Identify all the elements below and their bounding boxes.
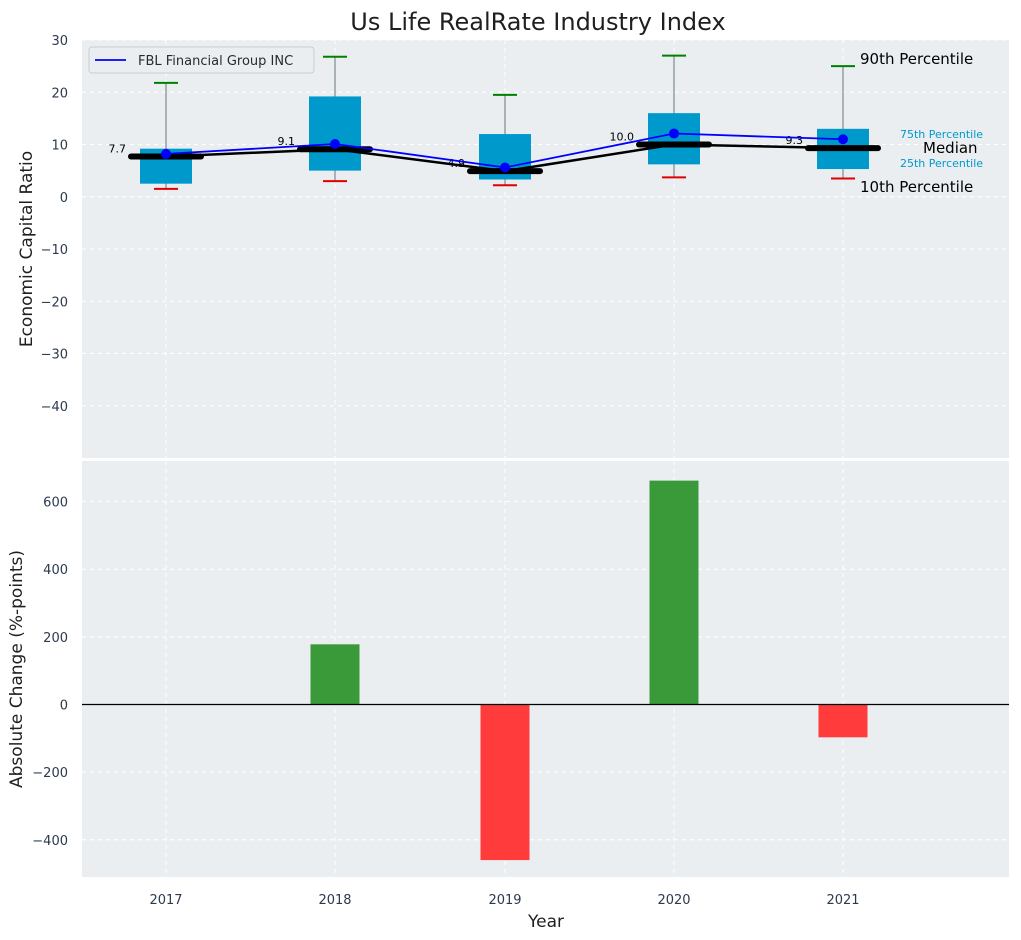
change-bar (480, 704, 530, 861)
legend-label: FBL Financial Group INC (138, 54, 293, 69)
bottom-y-tick-label: 600 (43, 496, 68, 511)
key-75th: 75th Percentile (900, 128, 983, 141)
median-value-label: 7.7 (109, 143, 127, 156)
x-tick-label: 2021 (826, 893, 859, 908)
top-y-tick-label: −20 (41, 295, 68, 310)
legend-frame (88, 46, 315, 74)
series-point (161, 148, 171, 159)
top-y-tick-label: 30 (51, 34, 68, 49)
bottom-y-ticks: 600 400 200 0 −200 −400 (32, 496, 68, 849)
series-point (838, 134, 848, 145)
x-tick-label: 2018 (318, 893, 351, 908)
median-value-label: 9.3 (786, 134, 804, 147)
top-y-tick-label: −10 (41, 243, 68, 258)
x-ticks: 2017 2018 2019 2020 2021 (149, 893, 859, 908)
top-y-tick-label: 10 (51, 139, 68, 154)
top-y-tick-label: −30 (41, 348, 68, 363)
bottom-y-axis-label: Absolute Change (%-points) (7, 550, 27, 788)
series-point (500, 162, 510, 173)
key-25th: 25th Percentile (900, 157, 983, 170)
bottom-plot-background (82, 461, 1009, 877)
iqr-box (309, 96, 361, 171)
top-y-axis-label: Economic Capital Ratio (17, 151, 37, 347)
top-y-tick-label: 0 (60, 191, 68, 206)
x-tick-label: 2019 (488, 893, 521, 908)
bottom-y-tick-label: 0 (60, 699, 68, 714)
box-plot-marks: 7.79.14.910.0 9.3 (109, 54, 881, 190)
bottom-y-tick-label: 200 (43, 631, 68, 646)
x-tick-label: 2020 (657, 893, 690, 908)
top-gridlines (82, 39, 1009, 458)
top-y-tick-label: 20 (51, 86, 68, 101)
change-bar (649, 480, 699, 705)
top-y-ticks: 30 20 10 0 −10 −20 −30 −40 (41, 34, 68, 415)
chart-title: Us Life RealRate Industry Index (350, 8, 725, 36)
series-point (669, 128, 679, 139)
bottom-y-tick-label: 400 (43, 563, 68, 578)
key-90th: 90th Percentile (860, 50, 973, 68)
bottom-y-tick-label: −200 (32, 766, 68, 781)
bottom-y-tick-label: −400 (32, 834, 68, 849)
legend: FBL Financial Group INC (88, 46, 315, 74)
key-10th: 10th Percentile (860, 178, 973, 196)
key-median: Median (923, 139, 978, 157)
change-bar (818, 704, 868, 738)
median-value-label: 10.0 (610, 131, 635, 144)
top-y-tick-label: −40 (41, 400, 68, 415)
x-tick-label: 2017 (149, 893, 182, 908)
iqr-box (648, 113, 700, 165)
box-plot-panel: 30 20 10 0 −10 −20 −30 −40 Economic Capital Rat… (17, 34, 1009, 458)
x-axis-label: Year (527, 912, 564, 932)
percentile-key: 90th Percentile 75th Percentile Median 2… (860, 50, 983, 196)
bar-chart-panel: 600 400 200 0 −200 −400 Absolute Change (%-po… (7, 461, 1009, 932)
change-bar (310, 644, 360, 705)
bar-marks (82, 480, 1009, 861)
series-point (330, 138, 340, 149)
median-value-label: 9.1 (278, 135, 296, 148)
